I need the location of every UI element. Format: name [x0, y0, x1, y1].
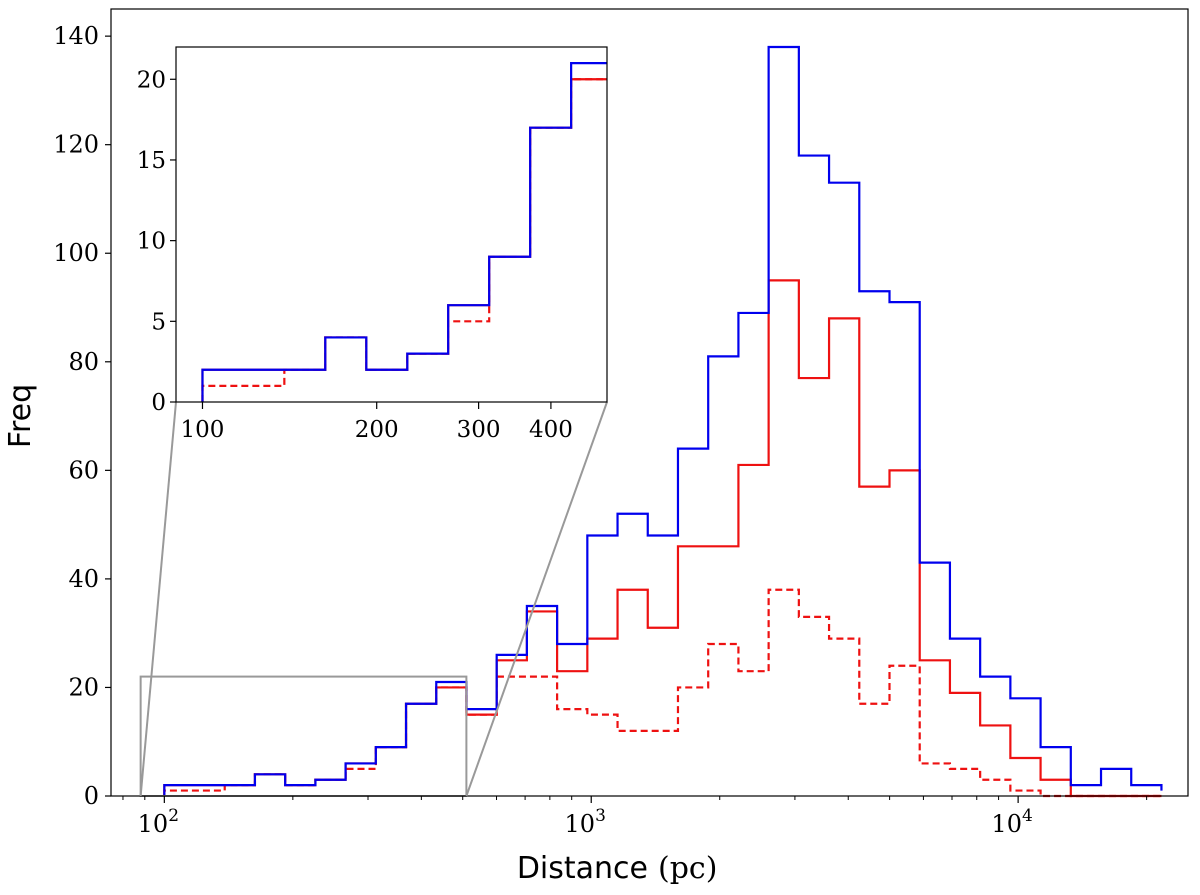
- main-axes-frame: [110, 8, 1189, 797]
- y-tick-label: 40: [68, 565, 99, 593]
- inset-x-tick-label: 400: [529, 417, 573, 443]
- y-axis-label: Freq: [3, 384, 38, 448]
- zoom-connector-lines: [139, 401, 608, 797]
- inset-plot: 0 5 10 15 20 100 200 300 400: [137, 46, 608, 443]
- inset-y-tick-label: 15: [137, 148, 166, 174]
- y-tick-label: 20: [68, 673, 99, 701]
- inset-y-tick-label: 20: [137, 67, 166, 93]
- x-tick-label: 102: [138, 806, 179, 838]
- inset-axes-frame: [175, 46, 608, 403]
- y-tick-label: 80: [68, 348, 99, 376]
- y-tick-label: 120: [53, 131, 99, 159]
- x-tick-label: 103: [565, 806, 606, 838]
- zoom-connector-left: [139, 401, 177, 797]
- inset-x-tick-label: 100: [181, 417, 225, 443]
- x-axis-label: Distance: [517, 851, 648, 886]
- y-tick-label: 60: [68, 456, 99, 484]
- y-tick-label: 140: [53, 22, 99, 50]
- inset-y-tick-label: 0: [151, 390, 166, 416]
- y-tick-label: 100: [53, 239, 99, 267]
- inset-background: [176, 47, 607, 402]
- y-tick-label: 0: [84, 782, 99, 810]
- inset-y-tick-label: 10: [137, 229, 166, 255]
- inset-x-tick-label: 200: [355, 417, 399, 443]
- zoom-connector-right: [465, 401, 608, 797]
- main-series-total: [163, 45, 1163, 796]
- inset-x-tick-label: 300: [457, 417, 501, 443]
- inset-y-tick-label: 5: [151, 309, 166, 335]
- x-tick-label: 104: [991, 806, 1032, 838]
- x-axis-unit: (pc): [658, 851, 717, 886]
- inset-series-total: [201, 62, 607, 402]
